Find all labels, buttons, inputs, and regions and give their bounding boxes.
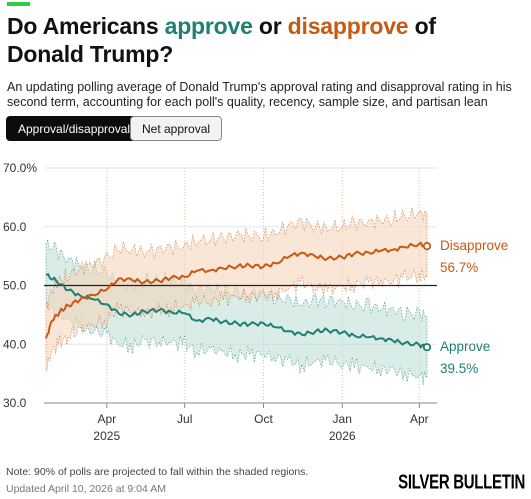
approve-line bbox=[45, 273, 428, 350]
footnote: Note: 90% of polls are projected to fall… bbox=[6, 466, 309, 478]
x-tick-label: Apr bbox=[97, 412, 116, 426]
approve-endpoint bbox=[422, 343, 432, 352]
title-part-1: Do Americans bbox=[7, 13, 165, 39]
x-tick-label: Jul bbox=[177, 412, 192, 426]
y-tick-label: 40.0 bbox=[3, 337, 27, 351]
x-tick-label: Oct bbox=[254, 412, 273, 426]
approve-latest-value: 39.5% bbox=[440, 361, 478, 376]
x-tick-label: Jan bbox=[333, 412, 352, 426]
x-tick-label: Apr bbox=[410, 412, 429, 426]
silver-bulletin-logo: SILVER BULLETIN bbox=[398, 471, 525, 494]
y-tick-label: 70.0% bbox=[3, 161, 37, 175]
approval-chart: 30.0 40.0 50.0 60.0 70.0% Apr 2025 Jul Oct Jan 202… bbox=[3, 161, 508, 443]
disapprove-endpoint bbox=[422, 242, 432, 251]
y-tick-label: 60.0 bbox=[3, 220, 27, 234]
accent-bar bbox=[7, 2, 30, 6]
disapprove-line bbox=[45, 241, 428, 339]
disapprove-series-label: Disapprove bbox=[440, 238, 508, 253]
title-part-3: or bbox=[252, 13, 288, 39]
x-tick-year-label: 2026 bbox=[329, 429, 356, 443]
title-disapprove-word: disapprove bbox=[287, 13, 409, 39]
approval-disapproval-toggle[interactable]: Approval/disapproval bbox=[6, 116, 143, 141]
updated-timestamp: Updated April 10, 2026 at 9:04 AM bbox=[6, 483, 166, 495]
page-title: Do Americans approve or disapprove of Do… bbox=[7, 12, 507, 68]
disapprove-latest-value: 56.7% bbox=[440, 260, 478, 275]
y-tick-label: 50.0 bbox=[3, 279, 27, 293]
title-approve-word: approve bbox=[164, 13, 253, 39]
net-approval-toggle[interactable]: Net approval bbox=[130, 116, 223, 141]
y-tick-label: 30.0 bbox=[3, 396, 27, 410]
disapprove-band bbox=[45, 207, 428, 372]
x-tick-year-label: 2025 bbox=[93, 429, 120, 443]
title-part-5: of Donald Trump? bbox=[7, 13, 436, 67]
page-subtitle: An updating polling average of Donald Tr… bbox=[7, 80, 512, 109]
approve-series-label: Approve bbox=[440, 339, 490, 354]
